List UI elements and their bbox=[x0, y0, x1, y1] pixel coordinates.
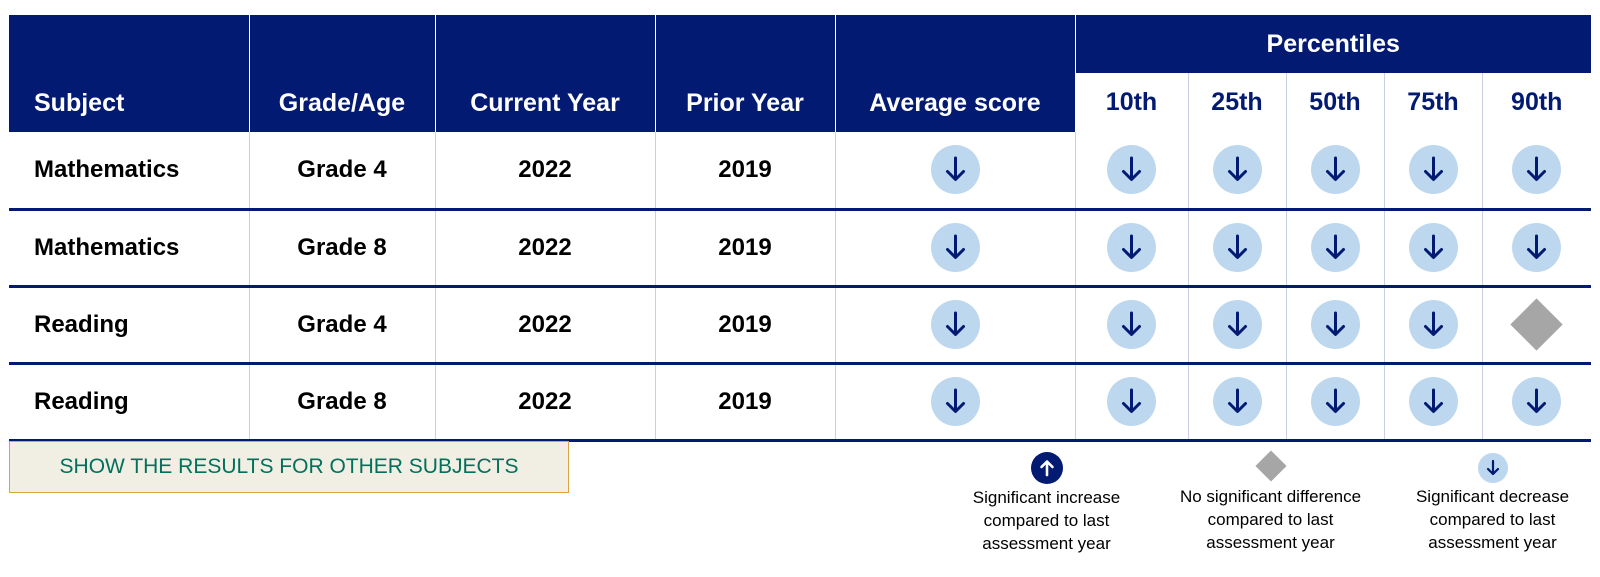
arrow-down-circle-icon bbox=[1310, 377, 1360, 426]
average-score-cell bbox=[834, 363, 1075, 440]
percentile-50th-cell bbox=[1285, 286, 1384, 363]
arrow-down-circle-icon bbox=[1408, 223, 1458, 272]
percentile-50th-cell bbox=[1285, 209, 1384, 286]
percentile-90th-cell bbox=[1481, 132, 1592, 209]
legend-significant-increase: Significant increase compared to last as… bbox=[954, 452, 1139, 555]
percentile-50th-cell bbox=[1285, 363, 1384, 440]
prior-year-cell: 2019 bbox=[654, 132, 835, 209]
arrow-down-circle-icon bbox=[1107, 223, 1156, 272]
percentile-10th-cell bbox=[1074, 363, 1188, 440]
grade-cell: Grade 8 bbox=[248, 363, 435, 440]
percentile-10th-cell bbox=[1074, 286, 1188, 363]
subject-cell: Mathematics bbox=[34, 155, 180, 183]
average-score-cell bbox=[834, 286, 1075, 363]
current-year-cell: 2022 bbox=[434, 286, 655, 363]
legend-decrease-label: Significant decrease compared to last as… bbox=[1415, 487, 1570, 552]
header-percentile-90th: 90th bbox=[1481, 73, 1592, 132]
show-other-subjects-button[interactable]: SHOW THE RESULTS FOR OTHER SUBJECTS bbox=[9, 441, 569, 493]
table-row: Reading Grade 4 2022 2019 bbox=[9, 286, 1592, 363]
arrow-down-circle-icon bbox=[1512, 223, 1562, 272]
percentile-25th-cell bbox=[1187, 363, 1286, 440]
percentile-10th-cell bbox=[1074, 132, 1188, 209]
arrow-down-circle-icon bbox=[930, 145, 980, 195]
header-grade-age: Grade/Age bbox=[249, 15, 436, 132]
arrow-down-circle-icon bbox=[1212, 145, 1262, 195]
average-score-cell bbox=[834, 209, 1075, 286]
arrow-down-circle-icon bbox=[1512, 377, 1562, 426]
percentile-75th-cell bbox=[1383, 286, 1482, 363]
header-average-score: Average score bbox=[835, 15, 1076, 132]
arrow-down-circle-icon bbox=[1212, 377, 1262, 426]
prior-year-cell: 2019 bbox=[654, 286, 835, 363]
arrow-down-circle-icon bbox=[1107, 145, 1156, 195]
arrow-down-circle-icon bbox=[930, 223, 980, 272]
subject-cell: Reading bbox=[34, 387, 129, 415]
table-row: Mathematics Grade 4 2022 2019 bbox=[9, 132, 1592, 209]
prior-year-cell: 2019 bbox=[654, 363, 835, 440]
percentile-25th-cell bbox=[1187, 209, 1286, 286]
arrow-up-circle-icon bbox=[1030, 452, 1063, 484]
arrow-down-circle-icon bbox=[1212, 223, 1262, 272]
prior-year-cell: 2019 bbox=[654, 209, 835, 286]
header-prior-year: Prior Year bbox=[655, 15, 836, 132]
arrow-down-circle-icon bbox=[1408, 377, 1458, 426]
percentile-90th-cell bbox=[1481, 209, 1592, 286]
arrow-down-circle-icon bbox=[1408, 145, 1458, 195]
grade-cell: Grade 4 bbox=[248, 286, 435, 363]
diamond-icon bbox=[1510, 298, 1563, 351]
legend-significant-decrease: Significant decrease compared to last as… bbox=[1400, 453, 1585, 554]
subject-cell: Reading bbox=[34, 310, 129, 338]
arrow-down-circle-icon bbox=[1212, 300, 1262, 349]
header-subject: Subject bbox=[9, 15, 250, 132]
table-row: Mathematics Grade 8 2022 2019 bbox=[9, 209, 1592, 286]
diamond-icon bbox=[1254, 450, 1287, 482]
percentile-75th-cell bbox=[1383, 209, 1482, 286]
arrow-down-circle-icon bbox=[930, 377, 980, 426]
table-row: Reading Grade 8 2022 2019 bbox=[9, 363, 1592, 440]
header-percentiles: Percentiles bbox=[1075, 15, 1592, 73]
header-percentile-75th: 75th bbox=[1383, 73, 1482, 132]
arrow-down-circle-icon bbox=[930, 300, 980, 349]
header-percentile-10th: 10th bbox=[1075, 73, 1188, 132]
legend-no-difference-label: No significant difference compared to la… bbox=[1179, 487, 1362, 552]
arrow-down-circle-icon bbox=[1107, 377, 1156, 426]
arrow-down-circle-icon bbox=[1310, 300, 1360, 349]
header-current-year: Current Year bbox=[435, 15, 656, 132]
arrow-down-circle-icon bbox=[1408, 300, 1458, 349]
grade-cell: Grade 8 bbox=[248, 209, 435, 286]
percentile-90th-cell bbox=[1481, 286, 1592, 363]
current-year-cell: 2022 bbox=[434, 209, 655, 286]
arrow-down-circle-icon bbox=[1310, 145, 1360, 195]
arrow-down-circle-icon bbox=[1310, 223, 1360, 272]
legend-no-significant-difference: No significant difference compared to la… bbox=[1168, 450, 1373, 554]
average-score-cell bbox=[834, 132, 1075, 209]
arrow-down-circle-icon bbox=[1107, 300, 1156, 349]
current-year-cell: 2022 bbox=[434, 363, 655, 440]
arrow-down-circle-icon bbox=[1512, 145, 1562, 195]
current-year-cell: 2022 bbox=[434, 132, 655, 209]
percentile-25th-cell bbox=[1187, 132, 1286, 209]
subject-cell: Mathematics bbox=[34, 233, 180, 261]
grade-cell: Grade 4 bbox=[248, 132, 435, 209]
percentile-75th-cell bbox=[1383, 363, 1482, 440]
percentile-50th-cell bbox=[1285, 132, 1384, 209]
percentile-90th-cell bbox=[1481, 363, 1592, 440]
results-table: Subject Grade/Age Current Year Prior Yea… bbox=[9, 15, 1592, 442]
percentile-25th-cell bbox=[1187, 286, 1286, 363]
legend-increase-label: Significant increase compared to last as… bbox=[972, 488, 1121, 553]
table-body: Mathematics Grade 4 2022 2019 Mathematics Gra… bbox=[9, 132, 1592, 440]
percentile-10th-cell bbox=[1074, 209, 1188, 286]
header-percentile-50th: 50th bbox=[1285, 73, 1384, 132]
table-header: Subject Grade/Age Current Year Prior Yea… bbox=[9, 15, 1592, 132]
arrow-down-circle-icon bbox=[1477, 453, 1508, 483]
header-percentile-25th: 25th bbox=[1187, 73, 1286, 132]
percentile-75th-cell bbox=[1383, 132, 1482, 209]
